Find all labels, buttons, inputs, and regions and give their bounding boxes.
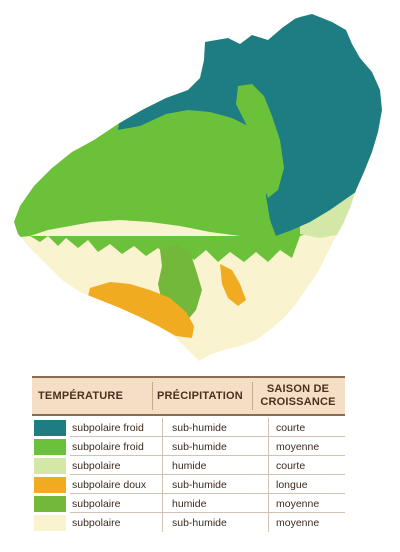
legend-saison: moyenne <box>276 440 320 453</box>
row-divider <box>162 475 163 494</box>
legend-swatch <box>34 458 66 474</box>
row-divider <box>268 494 269 513</box>
legend-header: TEMPÉRATURE PRÉCIPITATION SAISON DE CROI… <box>32 376 345 416</box>
legend-swatch <box>34 420 66 436</box>
map-graphic <box>14 14 382 361</box>
legend-saison: courte <box>276 459 306 472</box>
header-divider <box>252 382 253 410</box>
header-saison: SAISON DE CROISSANCE <box>260 383 336 408</box>
row-rule <box>70 512 345 513</box>
legend-row: subpolaire doux sub-humide longue <box>32 475 345 494</box>
header-precipitation: PRÉCIPITATION <box>157 390 243 402</box>
legend-temperature: subpolaire doux <box>72 478 147 491</box>
legend-temperature: subpolaire froid <box>72 421 144 434</box>
legend-saison: longue <box>276 478 308 491</box>
row-rule <box>70 474 345 475</box>
climate-zone-map <box>14 14 382 361</box>
legend-precipitation: humide <box>172 497 207 510</box>
legend-temperature: subpolaire <box>72 459 121 472</box>
legend-precipitation: humide <box>172 459 207 472</box>
row-rule <box>70 493 345 494</box>
row-divider <box>268 418 269 437</box>
zone-orange-east <box>220 264 246 306</box>
legend-row: subpolaire humide courte <box>32 456 345 475</box>
row-divider <box>268 475 269 494</box>
header-divider <box>152 382 153 410</box>
legend-swatch <box>34 515 66 531</box>
legend-precipitation: sub-humide <box>172 516 227 529</box>
legend-temperature: subpolaire froid <box>72 440 144 453</box>
row-divider <box>268 513 269 532</box>
row-divider <box>162 418 163 437</box>
zone-orange <box>88 282 194 338</box>
legend-row: subpolaire sub-humide moyenne <box>32 513 345 532</box>
legend-saison: courte <box>276 421 306 434</box>
header-temperature: TEMPÉRATURE <box>38 390 124 402</box>
legend-table: TEMPÉRATURE PRÉCIPITATION SAISON DE CROI… <box>32 376 345 532</box>
legend-swatch <box>34 439 66 455</box>
row-rule <box>70 455 345 456</box>
legend-row: subpolaire humide moyenne <box>32 494 345 513</box>
legend-temperature: subpolaire <box>72 497 121 510</box>
legend-swatch <box>34 496 66 512</box>
row-divider <box>162 513 163 532</box>
row-divider <box>162 456 163 475</box>
legend-saison: moyenne <box>276 497 320 510</box>
zone-green-inlet <box>236 84 284 198</box>
legend-precipitation: sub-humide <box>172 478 227 491</box>
legend-precipitation: sub-humide <box>172 440 227 453</box>
row-divider <box>162 494 163 513</box>
legend-row: subpolaire froid sub-humide courte <box>32 418 345 437</box>
row-rule <box>70 436 345 437</box>
row-divider <box>268 437 269 456</box>
legend-temperature: subpolaire <box>72 516 121 529</box>
legend-swatch <box>34 477 66 493</box>
legend-row: subpolaire froid sub-humide moyenne <box>32 437 345 456</box>
row-divider <box>162 437 163 456</box>
row-divider <box>268 456 269 475</box>
legend-precipitation: sub-humide <box>172 421 227 434</box>
legend-saison: moyenne <box>276 516 320 529</box>
